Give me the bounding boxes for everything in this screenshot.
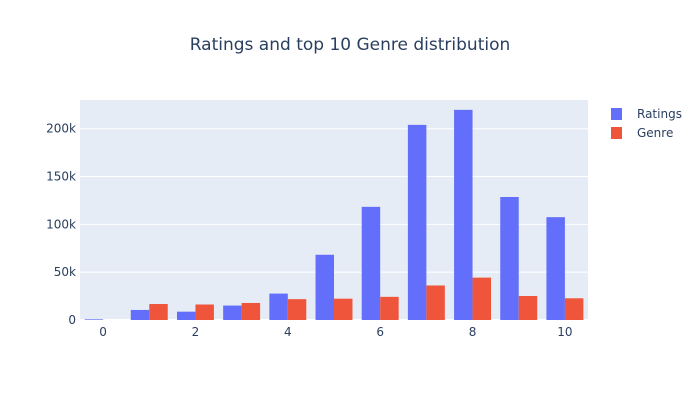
- bar-genre-5[interactable]: [334, 298, 353, 320]
- y-tick-label: 50k: [54, 265, 76, 279]
- legend-item-ratings[interactable]: Ratings: [611, 107, 682, 121]
- chart-title: Ratings and top 10 Genre distribution: [190, 35, 511, 55]
- y-tick-label: 100k: [46, 217, 76, 231]
- bar-genre-1[interactable]: [149, 304, 168, 320]
- bars[interactable]: [84, 109, 584, 320]
- y-tick-label: 150k: [46, 170, 76, 184]
- bar-ratings-3[interactable]: [223, 305, 242, 320]
- bar-ratings-7[interactable]: [407, 124, 427, 320]
- bar-genre-9[interactable]: [518, 295, 538, 320]
- bar-ratings-4[interactable]: [269, 293, 288, 320]
- x-tick-label: 4: [284, 325, 292, 339]
- x-tick-label: 6: [376, 325, 384, 339]
- y-tick-label: 200k: [46, 122, 76, 136]
- legend-swatch: [611, 108, 622, 120]
- legend[interactable]: Ratings Genre: [611, 107, 682, 140]
- bar-genre-3[interactable]: [241, 302, 261, 320]
- x-tick-label: 0: [99, 325, 107, 339]
- bar-ratings-10[interactable]: [546, 217, 565, 320]
- legend-label: Genre: [637, 126, 673, 140]
- bar-genre-4[interactable]: [287, 299, 307, 320]
- bar-genre-7[interactable]: [426, 285, 445, 320]
- x-axis: 0 2 4 6 8 10: [99, 325, 572, 339]
- bar-genre-2[interactable]: [195, 304, 214, 320]
- bar-genre-10[interactable]: [564, 298, 584, 320]
- bar-genre-6[interactable]: [380, 296, 399, 320]
- x-tick-label: 2: [192, 325, 200, 339]
- x-tick-label: 10: [557, 325, 572, 339]
- bar-ratings-8[interactable]: [454, 109, 473, 320]
- bar-ratings-6[interactable]: [361, 206, 381, 320]
- bar-ratings-5[interactable]: [315, 254, 334, 320]
- bar-genre-8[interactable]: [472, 277, 492, 320]
- legend-item-genre[interactable]: Genre: [611, 126, 673, 140]
- legend-label: Ratings: [637, 107, 682, 121]
- legend-swatch: [611, 127, 622, 139]
- y-tick-label: 0: [68, 313, 76, 327]
- bar-ratings-0[interactable]: [84, 319, 104, 320]
- y-axis: 0 50k 100k 150k 200k: [46, 122, 76, 327]
- bar-ratings-1[interactable]: [130, 309, 150, 320]
- bar-ratings-2[interactable]: [176, 311, 196, 320]
- x-tick-label: 8: [469, 325, 477, 339]
- bar-ratings-9[interactable]: [500, 196, 519, 320]
